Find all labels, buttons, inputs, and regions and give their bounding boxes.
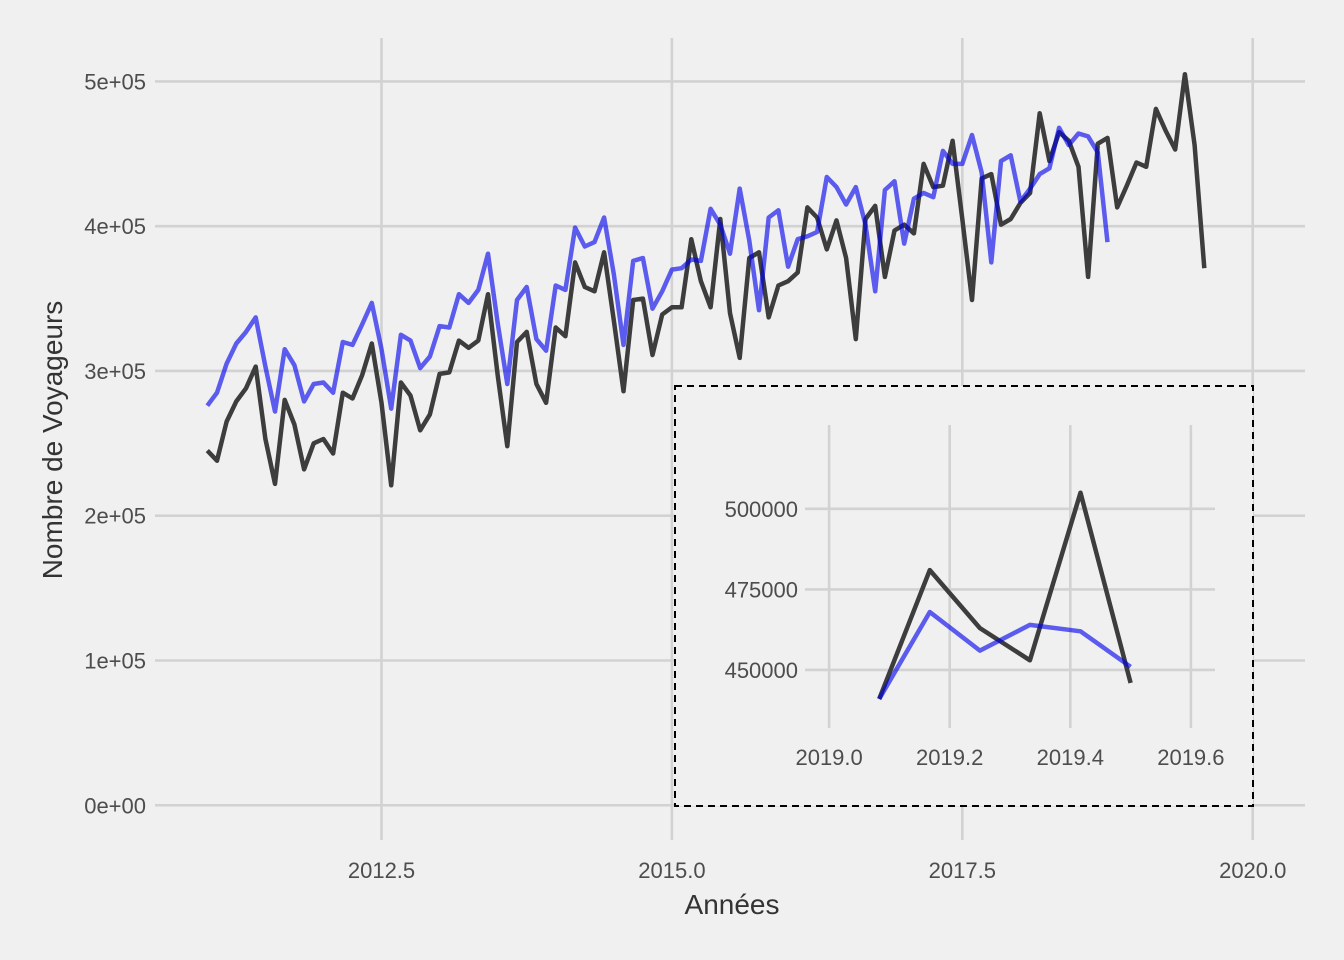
inset-series-line-1 [877, 490, 1133, 700]
main-y-tick-label: 1e+05 [84, 648, 146, 673]
inset-y-tick-label: 450000 [725, 658, 798, 683]
main-series-group [205, 71, 1207, 488]
y-axis-title: Nombre de Voyageurs [37, 301, 68, 580]
inset-x-tick-label: 2019.4 [1037, 745, 1104, 770]
inset-y-tick-label: 500000 [725, 497, 798, 522]
main-x-tick-label: 2015.0 [638, 858, 705, 883]
inset-panel: 2019.0 2019.2 2019.4 2019.6 450000 475000 5000… [674, 385, 1254, 807]
main-y-tick-label: 5e+05 [84, 69, 146, 94]
inset-series-group [877, 490, 1133, 701]
main-series-line-2 [205, 125, 1110, 414]
x-axis-title: Années [685, 889, 780, 920]
inset-series-line-2 [877, 609, 1132, 701]
inset-background [675, 386, 1253, 806]
main-series-line-1 [205, 71, 1207, 488]
inset-x-tick-label: 2019.2 [916, 745, 983, 770]
main-x-tick-label: 2012.5 [348, 858, 415, 883]
main-x-tick-label: 2017.5 [929, 858, 996, 883]
main-x-tick-label: 2020.0 [1219, 858, 1286, 883]
inset-x-tick-label: 2019.6 [1157, 745, 1224, 770]
inset-tick-labels: 2019.0 2019.2 2019.4 2019.6 450000 475000 5000… [725, 497, 1225, 770]
inset-y-tick-label: 475000 [725, 577, 798, 602]
main-y-tick-label: 0e+00 [84, 793, 146, 818]
inset-gridlines [805, 425, 1215, 728]
main-tick-labels: 2012.5 2015.0 2017.5 2020.0 0e+00 1e+05 2e+05 3… [84, 69, 1286, 883]
inset-frame [674, 385, 1254, 807]
inset-x-tick-label: 2019.0 [795, 745, 862, 770]
main-y-tick-label: 4e+05 [84, 214, 146, 239]
main-y-tick-label: 2e+05 [84, 504, 146, 529]
main-y-tick-label: 3e+05 [84, 359, 146, 384]
